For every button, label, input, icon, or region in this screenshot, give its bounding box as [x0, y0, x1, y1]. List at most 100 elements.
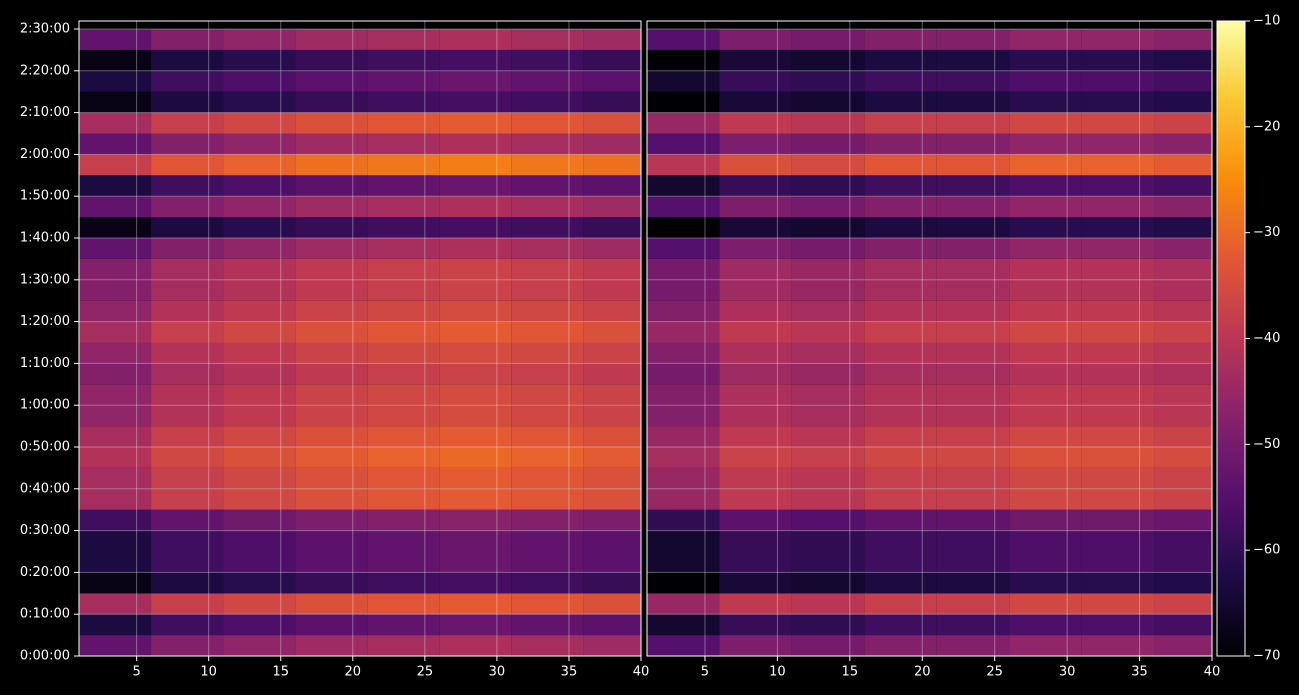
heatmap-cell [719, 154, 792, 176]
heatmap-cell [791, 447, 865, 468]
x-tick-label: 35 [1131, 665, 1148, 680]
heatmap-cell [719, 530, 792, 552]
heatmap-cell [647, 593, 720, 615]
heatmap-cell [1009, 447, 1082, 468]
heatmap-cell [936, 279, 1010, 301]
heatmap-cell [719, 384, 792, 406]
heatmap-cell [936, 175, 1010, 197]
heatmap-cell [1009, 530, 1082, 552]
heatmap-cell [647, 405, 720, 427]
heatmap-cell [151, 196, 224, 218]
heatmap-cell [864, 300, 937, 322]
heatmap-cell [647, 49, 720, 71]
heatmap-cell [1081, 572, 1155, 594]
heatmap-cell [647, 467, 720, 489]
heatmap-cell [936, 447, 1010, 468]
y-tick-label: 1:40:00 [20, 231, 70, 246]
heatmap-cell [864, 551, 937, 573]
heatmap-cell [791, 488, 865, 510]
heatmap-cell [151, 342, 224, 364]
heatmap-cell [223, 363, 296, 385]
heatmap-cell [719, 49, 792, 71]
heatmap-cell [1081, 384, 1155, 406]
heatmap-cell [367, 509, 440, 531]
heatmap-cell [295, 29, 368, 50]
heatmap-cell [1009, 112, 1082, 134]
heatmap-cell [223, 530, 296, 552]
heatmap-cell [439, 29, 512, 50]
heatmap-cell [719, 133, 792, 155]
heatmap-cell [79, 196, 152, 218]
x-tick-label: 40 [633, 665, 650, 680]
heatmap-cell [1081, 530, 1155, 552]
heatmap-cell [719, 217, 792, 239]
x-tick-label: 25 [986, 665, 1003, 680]
heatmap-cell [79, 509, 152, 531]
heatmap-cell [367, 363, 440, 385]
heatmap-cell [151, 467, 224, 489]
heatmap-cell [295, 258, 368, 280]
heatmap-cell [151, 49, 224, 71]
heatmap-cell [647, 91, 720, 113]
heatmap-cell [936, 49, 1010, 71]
heatmap-cell [583, 112, 641, 134]
heatmap-cell [647, 635, 720, 656]
x-tick-label: 5 [133, 665, 141, 680]
heatmap-cell [719, 29, 792, 50]
heatmap-cell [367, 91, 440, 113]
heatmap-cell [223, 426, 296, 448]
heatmap-cell [223, 112, 296, 134]
heatmap-cell [295, 217, 368, 239]
heatmap-cell [439, 551, 512, 573]
heatmap-cell [79, 363, 152, 385]
heatmap-cell [647, 70, 720, 92]
heatmap-cell [295, 635, 368, 656]
heatmap-cell [367, 405, 440, 427]
y-tick-label: 2:00:00 [20, 147, 70, 162]
heatmap-cell [647, 321, 720, 343]
heatmap-cell [791, 196, 865, 218]
heatmap-cell [79, 112, 152, 134]
heatmap-cell [719, 635, 792, 656]
heatmap-cell [223, 154, 296, 176]
heatmap-cell [295, 196, 368, 218]
heatmap-cell [79, 279, 152, 301]
heatmap-cell [151, 29, 224, 50]
heatmap-cell [223, 593, 296, 615]
heatmap-cell [439, 49, 512, 71]
heatmap-cell [647, 447, 720, 468]
heatmap-cell [791, 342, 865, 364]
heatmap-cell [295, 614, 368, 636]
heatmap-cell [1009, 49, 1082, 71]
heatmap-cell [647, 133, 720, 155]
heatmap-cell [79, 614, 152, 636]
heatmap-cell [1009, 154, 1082, 176]
heatmap-cell [223, 488, 296, 510]
heatmap-cell [1154, 196, 1212, 218]
heatmap-cell [511, 488, 584, 510]
heatmap-cell [864, 467, 937, 489]
heatmap-cell [791, 384, 865, 406]
heatmap-cell [1009, 488, 1082, 510]
heatmap-cell [1154, 133, 1212, 155]
heatmap-cell [79, 426, 152, 448]
heatmap-cell [1009, 614, 1082, 636]
heatmap-cell [79, 300, 152, 322]
heatmap-cell [647, 363, 720, 385]
heatmap-cell [791, 572, 865, 594]
heatmap-cell [1009, 238, 1082, 259]
heatmap-cell [583, 196, 641, 218]
heatmap-cell [719, 405, 792, 427]
heatmap-cell [864, 238, 937, 259]
heatmap-cell [864, 363, 937, 385]
heatmap-cell [647, 488, 720, 510]
heatmap-cell [1009, 342, 1082, 364]
heatmap-cell [791, 467, 865, 489]
heatmap-cell [151, 551, 224, 573]
heatmap-cell [151, 300, 224, 322]
heatmap-cell [719, 342, 792, 364]
heatmap-cell [511, 91, 584, 113]
colorbar [1216, 20, 1246, 657]
heatmap-cell [511, 258, 584, 280]
